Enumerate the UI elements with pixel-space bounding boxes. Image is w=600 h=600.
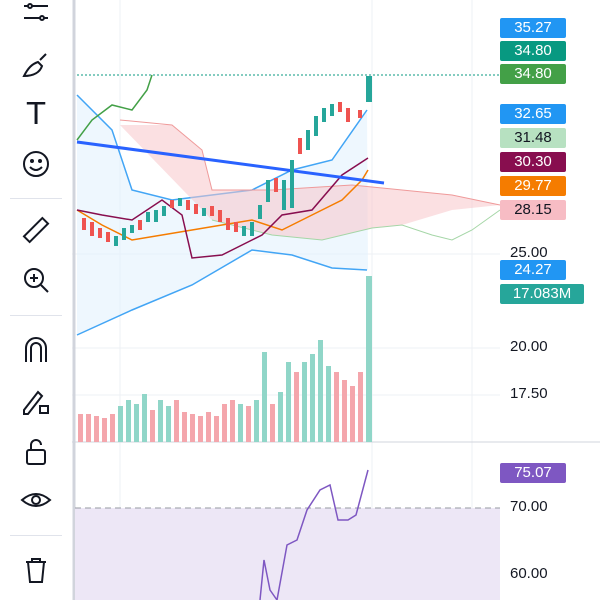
candle[interactable]	[322, 108, 326, 122]
ichimoku-span-b	[211, 209, 501, 241]
price-label-ma-maroon: 30.30	[500, 152, 566, 172]
ruler-tool[interactable]	[16, 210, 56, 250]
candle[interactable]	[314, 116, 318, 136]
ichimoku-span-a	[119, 119, 501, 206]
candle[interactable]	[234, 222, 238, 232]
price-label-chikou: 34.80	[500, 64, 566, 84]
price-label-ma-orange: 29.77	[500, 176, 566, 196]
brush-tool[interactable]	[16, 46, 56, 86]
axis-tick-20: 20.00	[510, 338, 548, 355]
toolbar-divider	[10, 315, 62, 316]
axis-tick-17-50: 17.50	[510, 385, 548, 402]
candle[interactable]	[154, 210, 158, 222]
drawing-toolbar: T	[0, 0, 72, 600]
magnet-tool[interactable]	[16, 330, 56, 370]
candle[interactable]	[146, 212, 150, 222]
candle[interactable]	[106, 232, 110, 242]
bollinger-lower	[76, 249, 368, 336]
volume-label: 17.083M	[500, 284, 584, 304]
price-label-bb-upper: 35.27	[500, 18, 566, 38]
candle[interactable]	[170, 200, 174, 208]
lines-icon	[24, 3, 48, 21]
candles[interactable]	[82, 76, 372, 246]
rsi-line	[259, 469, 369, 600]
toolbar-divider	[10, 198, 62, 199]
zoom-tool[interactable]	[16, 260, 56, 300]
candle[interactable]	[162, 206, 166, 216]
unlock-tool[interactable]	[16, 432, 56, 472]
candle[interactable]	[186, 200, 190, 210]
price-label-span-b: 31.48	[500, 128, 566, 148]
candle[interactable]	[90, 222, 94, 236]
chart-area[interactable]: 25.00 20.00 17.50 70.00 60.00 35.27 34.8…	[72, 0, 600, 600]
indicator-lines-tool[interactable]	[16, 0, 56, 34]
price-label-close: 34.80	[500, 41, 566, 61]
axis-tick-70: 70.00	[510, 498, 548, 515]
candle[interactable]	[242, 226, 246, 236]
candle[interactable]	[226, 218, 230, 230]
trendline[interactable]	[76, 140, 385, 185]
magnet-icon	[25, 337, 47, 362]
unlock-icon	[26, 439, 46, 465]
emoji-tool[interactable]	[16, 144, 56, 184]
ma-maroon	[76, 157, 369, 259]
zoom-in-icon	[24, 268, 49, 293]
candle[interactable]	[250, 222, 254, 236]
lock-drawing-tool[interactable]	[16, 382, 56, 422]
delete-tool[interactable]	[16, 550, 56, 590]
candle[interactable]	[210, 206, 214, 216]
candle[interactable]	[122, 228, 126, 240]
candle[interactable]	[130, 225, 134, 233]
candle[interactable]	[298, 138, 302, 154]
candle[interactable]	[114, 236, 118, 246]
candle[interactable]	[282, 180, 286, 210]
chikou-line	[76, 74, 153, 141]
candle[interactable]	[274, 178, 278, 192]
toolbar-divider	[10, 535, 62, 536]
price-label-bb-mid: 32.65	[500, 104, 566, 124]
rsi-label: 75.07	[500, 463, 566, 483]
eye-icon	[20, 493, 52, 507]
candle[interactable]	[346, 108, 350, 122]
price-label-bb-lower: 24.27	[500, 260, 566, 280]
candle[interactable]	[366, 76, 372, 102]
axis-tick-25: 25.00	[510, 244, 548, 261]
candle[interactable]	[266, 180, 270, 202]
brush-icon	[22, 53, 47, 78]
ichimoku-cloud-red	[120, 125, 500, 240]
price-label-span-a: 28.15	[500, 200, 566, 220]
text-icon: T	[26, 96, 46, 132]
price-chart[interactable]	[72, 0, 600, 600]
axis-tick-60: 60.00	[510, 565, 548, 582]
candle[interactable]	[82, 218, 86, 230]
ruler-icon	[22, 216, 50, 244]
candle[interactable]	[138, 220, 142, 230]
candle[interactable]	[330, 104, 334, 116]
pencil-lock-icon	[23, 390, 49, 415]
candle[interactable]	[358, 110, 362, 118]
candle[interactable]	[338, 102, 342, 112]
volume-bars	[78, 276, 372, 442]
text-tool[interactable]: T	[16, 94, 56, 134]
candle[interactable]	[258, 205, 262, 219]
candle[interactable]	[290, 160, 294, 208]
trash-icon	[26, 558, 46, 583]
candle[interactable]	[306, 130, 310, 150]
rsi-band	[75, 508, 500, 600]
visibility-tool[interactable]	[16, 480, 56, 520]
smiley-icon	[23, 151, 49, 177]
candle[interactable]	[194, 204, 198, 214]
candle[interactable]	[98, 228, 102, 238]
candle[interactable]	[178, 198, 182, 206]
candle[interactable]	[218, 210, 222, 222]
candle[interactable]	[202, 208, 206, 216]
